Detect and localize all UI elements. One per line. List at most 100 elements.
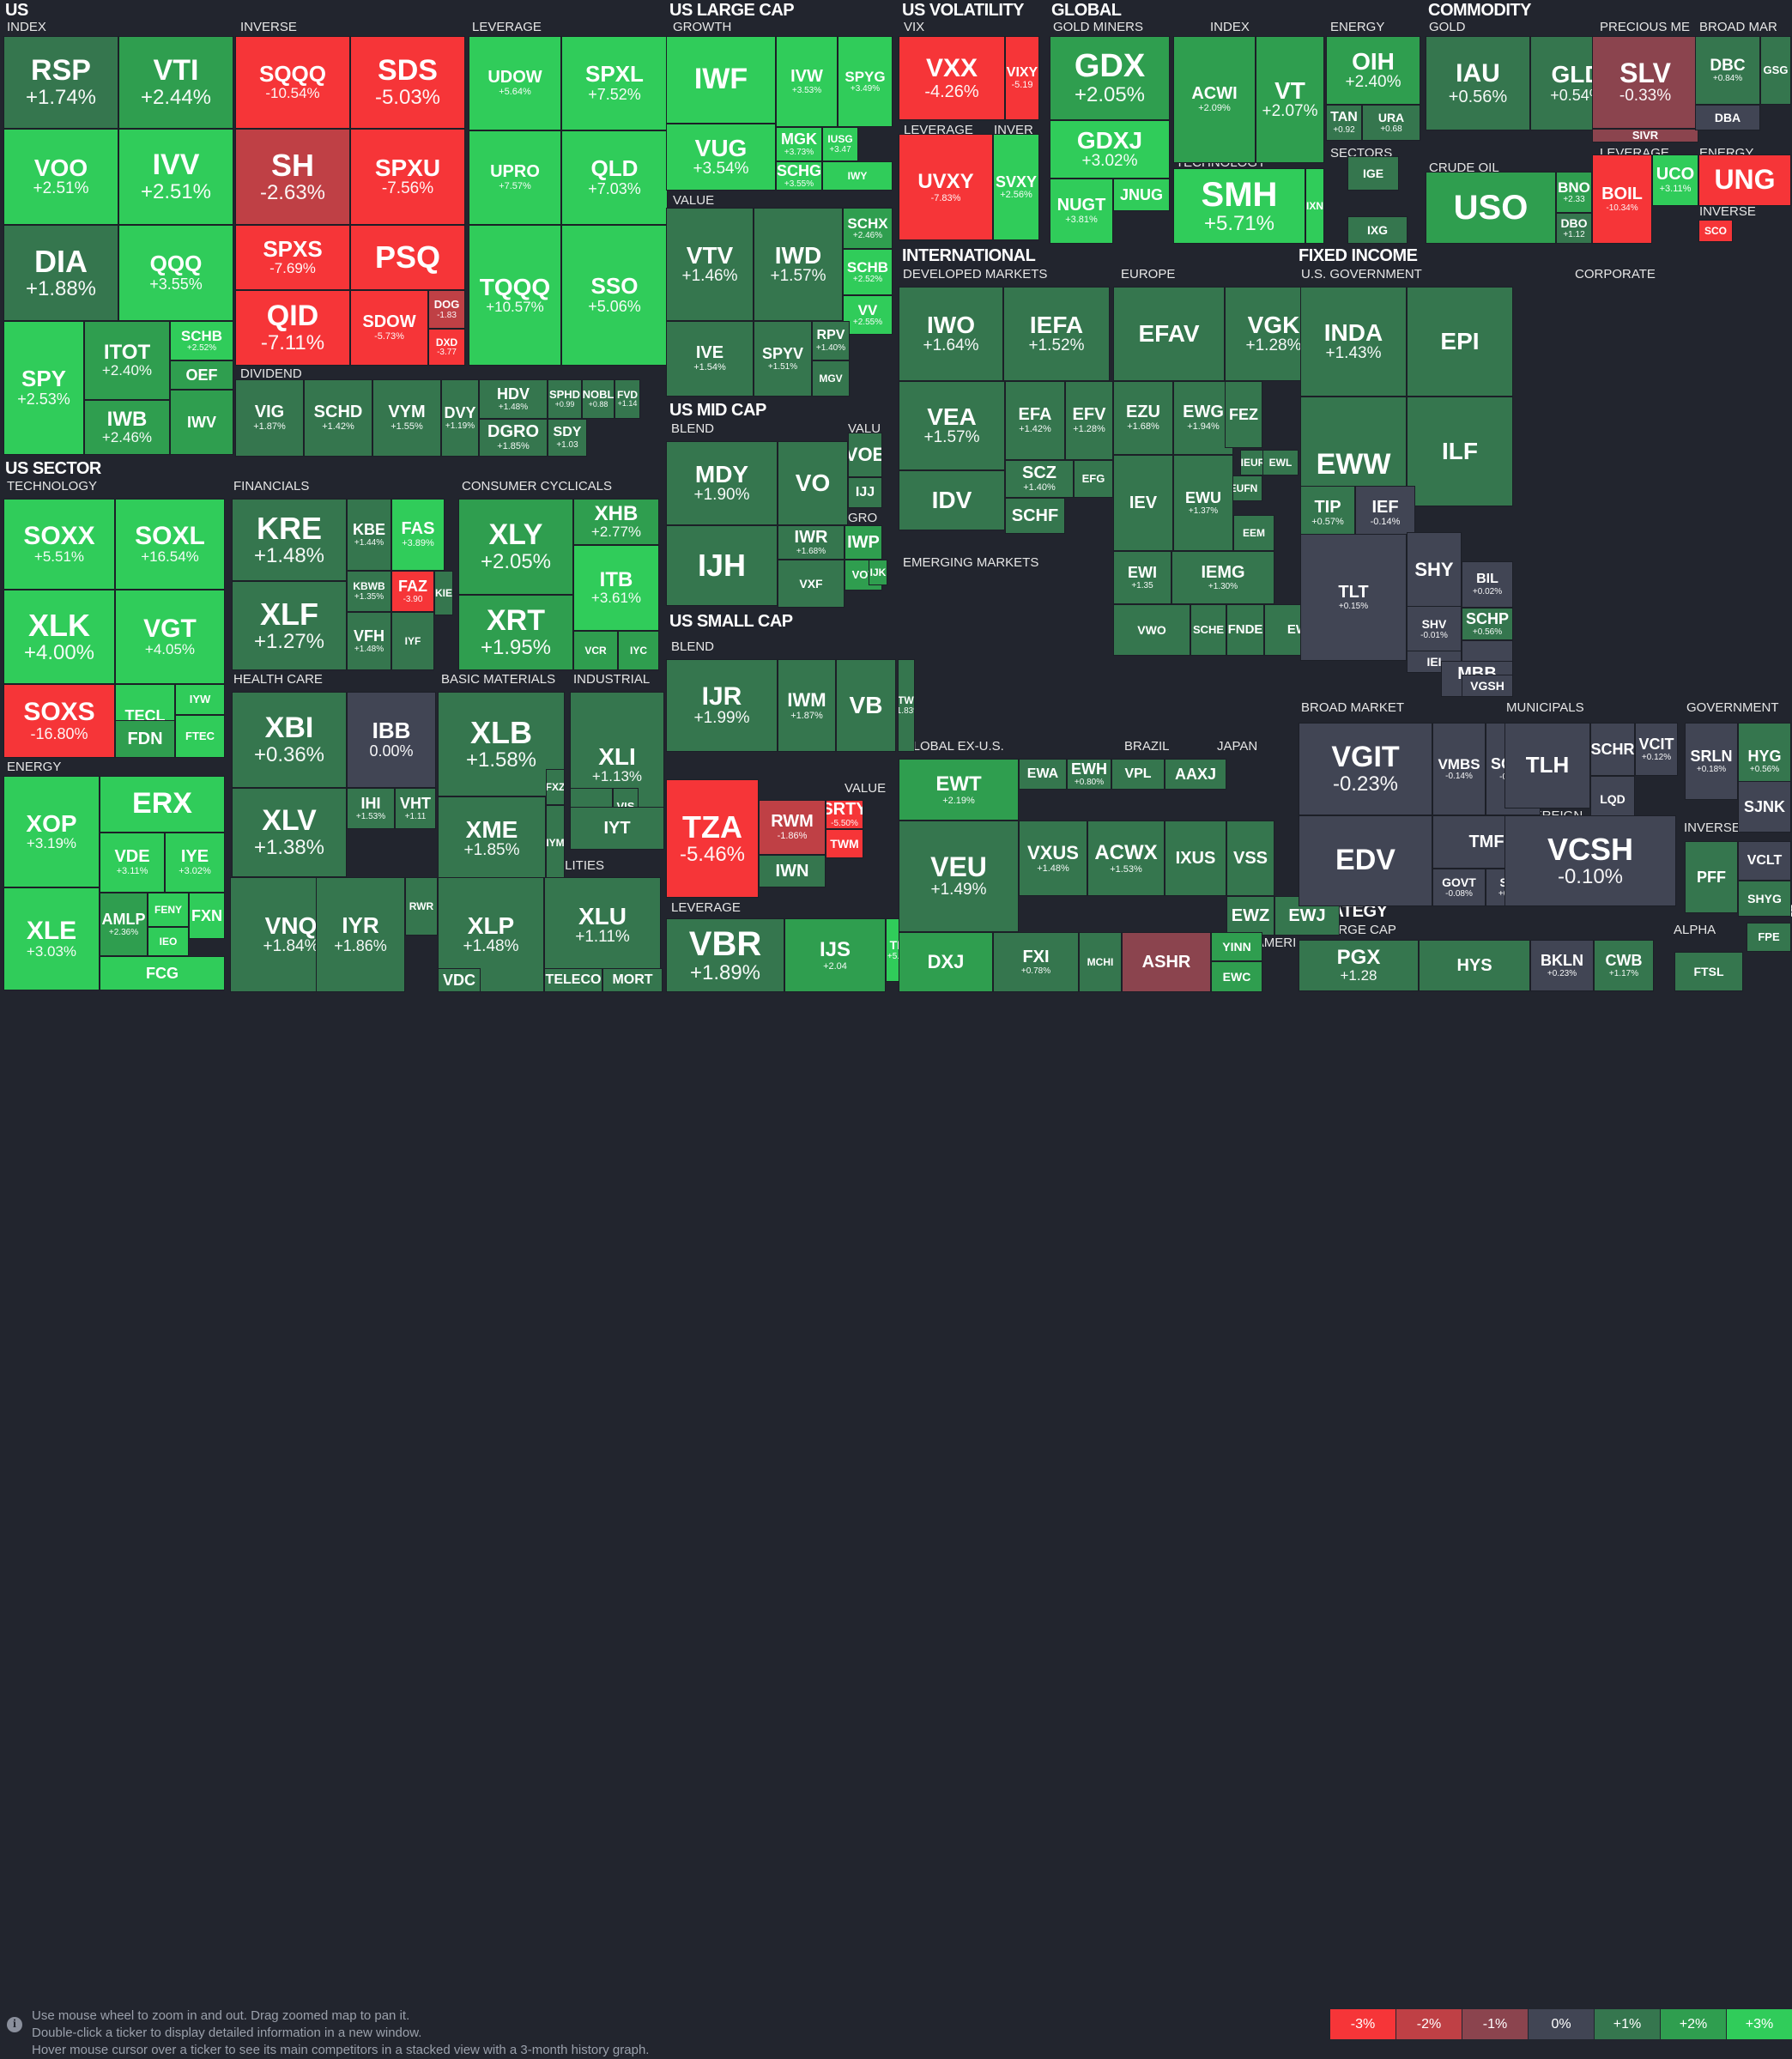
ticker-tile-sche[interactable]: SCHE <box>1190 604 1226 656</box>
ticker-tile-iusg[interactable]: IUSG +3.47 <box>822 127 858 161</box>
ticker-tile-teleco[interactable]: TELECO <box>544 968 602 992</box>
ticker-tile-xlv[interactable]: XLV +1.38% <box>232 788 347 877</box>
ticker-tile-qid[interactable]: QID -7.11% <box>235 290 350 366</box>
ticker-tile-inda[interactable]: INDA +1.43% <box>1300 287 1407 397</box>
ticker-tile-sds[interactable]: SDS -5.03% <box>350 36 465 129</box>
ticker-tile-ige[interactable]: IGE <box>1347 156 1399 191</box>
ticker-tile-boil[interactable]: BOIL -10.34% <box>1592 154 1652 244</box>
ticker-tile-xlu[interactable]: XLU +1.11% <box>544 877 661 973</box>
ticker-tile-spyg[interactable]: SPYG +3.49% <box>838 36 893 127</box>
ticker-tile-sqqq[interactable]: SQQQ -10.54% <box>235 36 350 129</box>
ticker-tile-cwb[interactable]: CWB +1.17% <box>1594 940 1654 991</box>
ticker-tile-itot[interactable]: ITOT +2.40% <box>84 321 170 400</box>
ticker-tile-ijr[interactable]: IJR +1.99% <box>666 659 778 752</box>
ticker-tile-slv[interactable]: SLV -0.33% <box>1592 36 1698 129</box>
ticker-tile-svxy[interactable]: SVXY +2.56% <box>993 134 1039 240</box>
ticker-tile-uco[interactable]: UCO +3.11% <box>1652 154 1698 206</box>
ticker-tile-iyc[interactable]: IYC <box>618 631 659 670</box>
ticker-tile-spxs[interactable]: SPXS -7.69% <box>235 225 350 290</box>
ticker-tile-xlb[interactable]: XLB +1.58% <box>438 692 565 796</box>
ticker-tile-smh[interactable]: SMH +5.71% <box>1173 168 1305 244</box>
ticker-tile-vym[interactable]: VYM +1.55% <box>372 379 441 457</box>
ticker-tile-vb[interactable]: VB <box>836 659 896 752</box>
ticker-tile-ixn[interactable]: IXN <box>1305 168 1324 244</box>
ticker-tile-srln[interactable]: SRLN +0.18% <box>1685 723 1738 800</box>
ticker-tile-xlp[interactable]: XLP +1.48% <box>438 877 544 992</box>
ticker-tile-fxn[interactable]: FXN <box>189 893 225 939</box>
ticker-tile-vcr[interactable]: VCR <box>573 631 618 670</box>
ticker-tile-ivw[interactable]: IVW +3.53% <box>776 36 838 127</box>
ticker-tile-ive[interactable]: IVE +1.54% <box>666 321 754 397</box>
ticker-tile-ezu[interactable]: EZU +1.68% <box>1113 381 1173 455</box>
ticker-tile-schb[interactable]: SCHB +2.52% <box>170 321 233 360</box>
ticker-tile-ftec[interactable]: FTEC <box>175 715 225 758</box>
ticker-tile-oef[interactable]: OEF <box>170 360 233 390</box>
ticker-tile-mdy[interactable]: MDY +1.90% <box>666 441 778 525</box>
ticker-tile-iwo[interactable]: IWO +1.64% <box>899 287 1003 381</box>
ticker-tile-faz[interactable]: FAZ -3.90 <box>391 571 434 612</box>
ticker-tile-iefa[interactable]: IEFA +1.52% <box>1003 287 1110 381</box>
ticker-tile-epi[interactable]: EPI <box>1407 287 1513 397</box>
ticker-tile-upro[interactable]: UPRO +7.57% <box>469 130 561 225</box>
ticker-tile-vxx[interactable]: VXX -4.26% <box>899 36 1005 120</box>
ticker-tile-rwr[interactable]: RWR <box>405 877 438 936</box>
ticker-tile-ixg[interactable]: IXG <box>1347 216 1408 244</box>
ticker-tile-fxi[interactable]: FXI +0.78% <box>993 932 1079 992</box>
ticker-tile-fpe[interactable]: FPE <box>1747 923 1791 952</box>
ticker-tile-tip[interactable]: TIP +0.57% <box>1300 486 1355 541</box>
ticker-tile-yinn[interactable]: YINN <box>1211 932 1262 961</box>
ticker-tile-vti[interactable]: VTI +2.44% <box>118 36 233 129</box>
ticker-tile-sh[interactable]: SH -2.63% <box>235 129 350 225</box>
ticker-tile-qld[interactable]: QLD +7.03% <box>561 130 668 225</box>
ticker-tile-qqq[interactable]: QQQ +3.55% <box>118 225 233 321</box>
ticker-tile-ashr[interactable]: ASHR <box>1122 932 1211 992</box>
ticker-tile-sdy[interactable]: SDY +1.03 <box>548 419 587 457</box>
ticker-tile-vixy[interactable]: VIXY -5.19 <box>1005 36 1039 120</box>
ticker-tile-sphd[interactable]: SPHD +0.99 <box>548 379 582 419</box>
ticker-tile-bno[interactable]: BNO +2.33 <box>1556 172 1592 213</box>
ticker-tile-xme[interactable]: XME +1.85% <box>438 796 546 881</box>
ticker-tile-ewa[interactable]: EWA <box>1019 759 1067 790</box>
ticker-tile-dvy[interactable]: DVY +1.19% <box>441 379 479 457</box>
ticker-tile-vcsh[interactable]: VCSH -0.10% <box>1504 815 1676 906</box>
legend-plus-2[interactable]: +2% <box>1661 2009 1727 2039</box>
ticker-tile-uso[interactable]: USO <box>1426 172 1556 244</box>
ticker-tile-vgsh[interactable]: VGSH <box>1462 675 1513 697</box>
ticker-tile-iwn[interactable]: IWN <box>759 855 826 887</box>
ticker-tile-iwy[interactable]: IWY <box>822 161 893 191</box>
ticker-tile-iyr[interactable]: IYR +1.86% <box>316 877 405 992</box>
ticker-tile-edv[interactable]: EDV <box>1299 815 1432 906</box>
ticker-tile-fez[interactable]: FEZ <box>1225 381 1262 448</box>
ticker-tile-ibb[interactable]: IBB 0.00% <box>347 692 436 788</box>
ticker-tile-vtv[interactable]: VTV +1.46% <box>666 208 754 321</box>
legend-minus-2[interactable]: -2% <box>1396 2009 1462 2039</box>
ticker-tile-rwm[interactable]: RWM -1.86% <box>759 800 826 855</box>
ticker-tile-vwo[interactable]: VWO <box>1113 604 1190 656</box>
ticker-tile-vv[interactable]: VV +2.55% <box>843 295 893 335</box>
ticker-tile-sco[interactable]: SCO <box>1698 220 1733 242</box>
legend-plus-3[interactable]: +3% <box>1727 2009 1792 2039</box>
ticker-tile-vtwo[interactable]: VTWO+1.83% <box>898 659 915 752</box>
ticker-tile-xlf[interactable]: XLF +1.27% <box>232 581 347 670</box>
ticker-tile-fcg[interactable]: FCG <box>100 956 225 990</box>
ticker-tile-kbwb[interactable]: KBWB +1.35% <box>347 571 391 612</box>
ticker-tile-shy[interactable]: SHY <box>1407 532 1462 608</box>
ticker-tile-hys[interactable]: HYS <box>1419 940 1530 991</box>
ticker-tile-iyw[interactable]: IYW <box>175 684 225 715</box>
ticker-tile-idv[interactable]: IDV <box>899 470 1005 530</box>
ticker-tile-ijj[interactable]: IJJ <box>848 477 882 508</box>
ticker-tile-xhb[interactable]: XHB +2.77% <box>573 499 659 545</box>
ticker-tile-mort[interactable]: MORT <box>602 968 663 992</box>
ticker-tile-iwp[interactable]: IWP <box>845 525 882 560</box>
ticker-tile-sivr[interactable]: SIVR <box>1592 129 1698 142</box>
ticker-tile-spxu[interactable]: SPXU -7.56% <box>350 129 465 225</box>
ticker-tile-vo[interactable]: VO <box>778 441 848 525</box>
ticker-tile-efg[interactable]: EFG <box>1074 460 1113 498</box>
ticker-tile-tqqq[interactable]: TQQQ +10.57% <box>469 225 561 366</box>
ticker-tile-fas[interactable]: FAS +3.89% <box>391 499 445 571</box>
ticker-tile-psq[interactable]: PSQ <box>350 225 465 290</box>
legend-minus-3[interactable]: -3% <box>1330 2009 1396 2039</box>
ticker-tile-mgk[interactable]: MGK +3.73% <box>776 127 822 161</box>
ticker-tile-jnug[interactable]: JNUG <box>1113 179 1170 211</box>
ticker-tile-schr[interactable]: SCHR <box>1590 723 1635 776</box>
